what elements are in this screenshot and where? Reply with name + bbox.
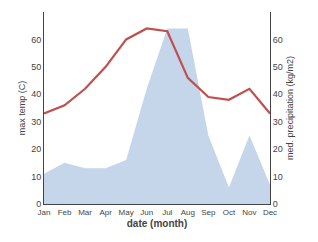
svg-text:Apr: Apr <box>99 208 112 217</box>
svg-text:60: 60 <box>31 35 41 45</box>
svg-text:Jun: Jun <box>140 208 153 217</box>
svg-text:50: 50 <box>31 62 41 72</box>
svg-text:30: 30 <box>273 117 283 127</box>
svg-text:40: 40 <box>273 89 283 99</box>
svg-text:Mar: Mar <box>78 208 92 217</box>
svg-text:40: 40 <box>31 89 41 99</box>
svg-text:date (month): date (month) <box>127 218 188 229</box>
svg-text:Aug: Aug <box>181 208 195 217</box>
svg-text:20: 20 <box>273 144 283 154</box>
svg-text:Feb: Feb <box>58 208 72 217</box>
svg-text:30: 30 <box>31 117 41 127</box>
svg-text:Nov: Nov <box>242 208 256 217</box>
svg-text:Oct: Oct <box>223 208 236 217</box>
svg-text:60: 60 <box>273 35 283 45</box>
svg-text:10: 10 <box>31 172 41 182</box>
svg-text:Jul: Jul <box>162 208 172 217</box>
svg-text:max temp (C): max temp (C) <box>17 81 27 136</box>
svg-text:0: 0 <box>273 199 278 209</box>
svg-text:10: 10 <box>273 172 283 182</box>
svg-text:Sep: Sep <box>201 208 216 217</box>
svg-text:20: 20 <box>31 144 41 154</box>
svg-text:50: 50 <box>273 62 283 72</box>
svg-text:May: May <box>119 208 134 217</box>
svg-text:Jan: Jan <box>38 208 51 217</box>
svg-text:med. precipitation (kg/m2): med. precipitation (kg/m2) <box>285 56 295 160</box>
svg-text:Dec: Dec <box>263 208 277 217</box>
svg-text:0: 0 <box>36 199 41 209</box>
